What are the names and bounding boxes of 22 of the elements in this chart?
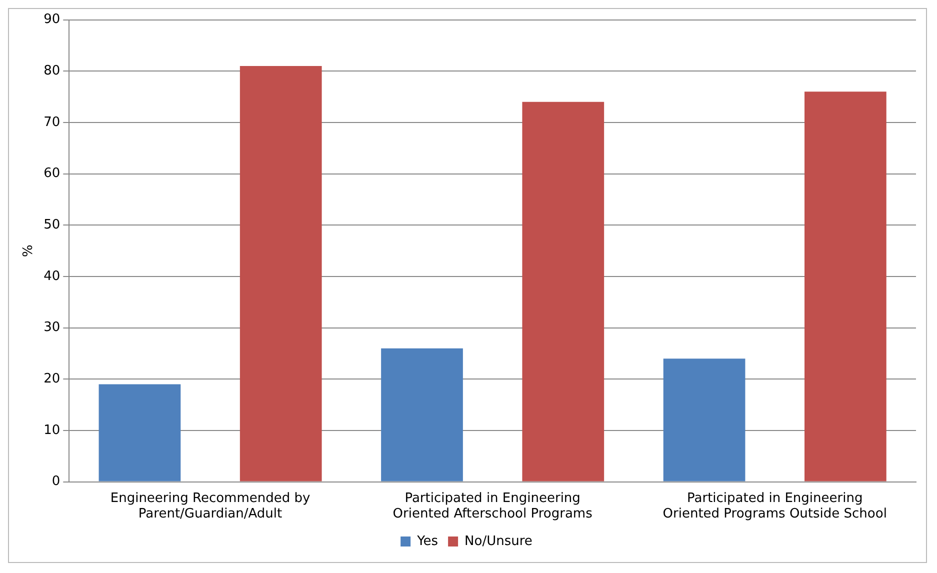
y-tick-label: 40 <box>44 268 60 284</box>
bar <box>240 66 322 482</box>
y-tick-label: 20 <box>44 372 60 387</box>
bar <box>381 348 463 482</box>
legend-label: Yes <box>416 534 438 549</box>
bar <box>804 92 886 482</box>
y-tick-label: 0 <box>52 474 60 490</box>
legend-label: No/Unsure <box>464 534 532 549</box>
y-axis-title: % <box>21 244 36 257</box>
y-tick-label: 10 <box>44 422 60 438</box>
y-tick-label: 60 <box>44 166 60 182</box>
bar <box>663 358 746 482</box>
x-tick-label: Participated in Engineering Oriented Programs Outside School <box>662 490 887 522</box>
x-tick-label: Participated in Engineering Oriented Afterschool Programs <box>392 490 593 522</box>
y-tick-label: 80 <box>44 64 60 79</box>
y-tick-label: 50 <box>44 218 60 233</box>
x-tick-label: Engineering Recommended by Parent/Guardian/Adult <box>110 490 310 522</box>
y-tick-label: 90 <box>44 12 60 28</box>
bar <box>522 102 604 482</box>
y-tick-label: 30 <box>44 320 60 336</box>
bar <box>98 384 181 482</box>
y-tick-label: 70 <box>44 114 60 130</box>
